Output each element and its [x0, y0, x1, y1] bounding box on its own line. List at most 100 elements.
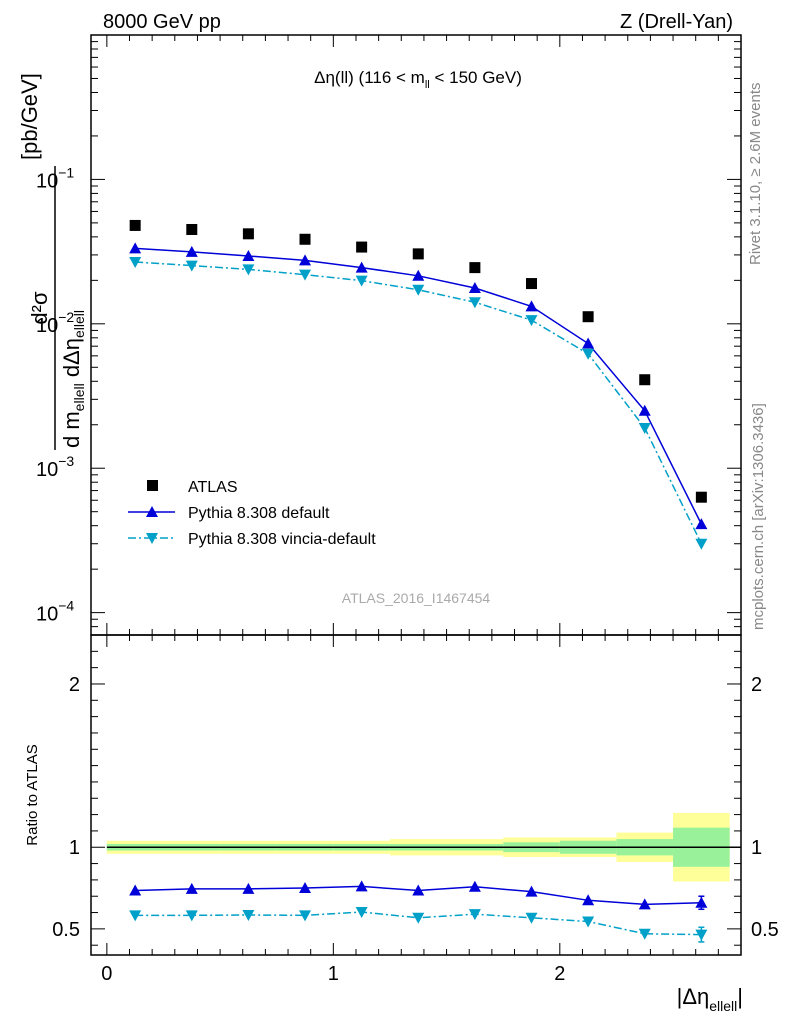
header-left: 8000 GeV pp	[103, 11, 221, 33]
series-1-point	[582, 337, 595, 349]
title-sub: ll	[425, 79, 430, 91]
ratio-1-point	[242, 910, 255, 921]
watermark: ATLAS_2016_I1467454	[342, 590, 491, 606]
x-tick-label: 1	[328, 963, 339, 985]
series-1-point	[525, 300, 538, 312]
y-tick-label: 10−2	[36, 309, 74, 337]
series-2-point	[525, 315, 538, 327]
atlas-point	[129, 219, 141, 231]
y-tick-exp: −1	[58, 164, 74, 180]
legend-marker-default	[146, 506, 158, 517]
ratio-frame	[90, 634, 742, 956]
series-2-point	[129, 256, 142, 268]
ratio-1-point	[185, 910, 198, 922]
header-right: Z (Drell-Yan)	[620, 11, 733, 33]
series-1-point	[242, 249, 255, 261]
series-line-2	[135, 261, 703, 545]
ylabel-den-sub: ellell	[71, 383, 87, 411]
ratio-axes: 0 1 2 0.5 0.5 1 1 2 2	[52, 635, 779, 985]
title-post: < 150 GeV)	[430, 68, 522, 87]
series-1-point	[129, 242, 142, 254]
xlabel-post: |	[737, 984, 743, 1009]
ratio-1-point	[468, 909, 481, 921]
legend-label-vincia: Pythia 8.308 vincia-default	[188, 531, 376, 548]
ratio-1-point	[638, 928, 651, 940]
ratio-0-point	[468, 880, 481, 892]
series-1-point	[355, 261, 368, 273]
ylabel-unit: [pb/GeV]	[17, 73, 42, 160]
x-tick-label: 0	[101, 963, 112, 985]
atlas-point	[412, 248, 424, 260]
y-tick-label: 10−4	[36, 598, 74, 626]
ratio-0-point	[582, 894, 595, 906]
y-tick-base: 10	[36, 170, 58, 192]
chart-title: Δη(ll) (116 < mll < 150 GeV)	[314, 68, 522, 91]
series-2-point	[412, 284, 425, 296]
ratio-0-point	[525, 885, 538, 897]
legend-label-default: Pythia 8.308 default	[188, 505, 330, 522]
svg-text:d²σ: d²σ	[27, 291, 52, 325]
xlabel-sub: ellell	[709, 998, 737, 1014]
ratio-ylabel: Ratio to ATLAS	[24, 744, 41, 845]
ratio-y-tick-label-right: 1	[751, 837, 762, 859]
ratio-1-point	[129, 910, 142, 922]
legend: ATLAS Pythia 8.308 default Pythia 8.308 …	[128, 479, 376, 548]
series-1-point	[695, 518, 708, 530]
ratio-y-tick-label-left: 0.5	[52, 919, 80, 941]
atlas-point	[639, 374, 651, 386]
ratio-y-tick-label-left: 1	[69, 837, 80, 859]
ratio-series	[129, 880, 708, 943]
series-2-point	[638, 422, 651, 434]
y-tick-base: 10	[36, 459, 58, 481]
atlas-point	[526, 278, 538, 290]
ratio-0-point	[185, 882, 198, 894]
series-1-point	[299, 254, 312, 266]
atlas-point	[242, 228, 254, 240]
atlas-point	[469, 262, 481, 274]
ratio-0-point	[638, 898, 651, 910]
svg-text:d mellell dΔηellell: d mellell dΔηellell	[59, 310, 87, 448]
series-1-point	[412, 269, 425, 281]
main-series	[129, 219, 708, 550]
ratio-0-point	[355, 880, 368, 892]
y-tick-exp: −3	[58, 453, 74, 469]
ratio-1-point	[525, 912, 538, 924]
series-2-point	[242, 264, 255, 276]
ratio-y-tick-label-right: 0.5	[751, 919, 779, 941]
ratio-0-point	[299, 882, 312, 894]
y-tick-exp: −2	[58, 309, 74, 325]
xlabel-pre: |Δη	[677, 984, 710, 1009]
y-tick-label: 10−1	[36, 164, 74, 192]
ylabel-den-a: d m	[59, 411, 84, 448]
ratio-0-point	[129, 884, 142, 896]
x-tick-label: 2	[554, 963, 565, 985]
ratio-1-point	[299, 910, 312, 922]
series-2-point	[299, 269, 312, 281]
series-2-point	[355, 275, 368, 287]
mcplots-label: mcplots.cern.ch [arXiv:1306.3436]	[750, 403, 767, 630]
ratio-0-point	[412, 884, 425, 896]
ylabel-numerator: d²σ	[27, 291, 52, 325]
ratio-1-point	[412, 912, 425, 924]
y-tick-exp: −4	[58, 598, 74, 614]
legend-marker-vincia	[146, 533, 158, 544]
atlas-point	[582, 311, 594, 323]
ratio-1-point	[582, 916, 595, 928]
atlas-point	[695, 491, 707, 503]
ratio-y-tick-label-right: 2	[751, 674, 762, 696]
atlas-point	[356, 241, 368, 253]
legend-marker-atlas	[147, 480, 158, 491]
y-tick-base: 10	[36, 604, 58, 626]
ylabel-den-b: dΔη	[59, 338, 84, 383]
title-pre: Δη(ll) (116 < m	[314, 68, 425, 87]
atlas-point	[186, 223, 198, 235]
main-ylabel: d²σ d mellell dΔηellell [pb/GeV]	[17, 73, 87, 450]
atlas-point	[299, 233, 311, 245]
rivet-label: Rivet 3.1.10, ≥ 2.6M events	[747, 83, 764, 266]
series-2-point	[582, 348, 595, 360]
series-1-point	[468, 282, 481, 294]
series-1-point	[638, 404, 651, 416]
series-2-point	[468, 297, 481, 309]
series-1-point	[185, 245, 198, 257]
ratio-1-point	[355, 907, 368, 919]
